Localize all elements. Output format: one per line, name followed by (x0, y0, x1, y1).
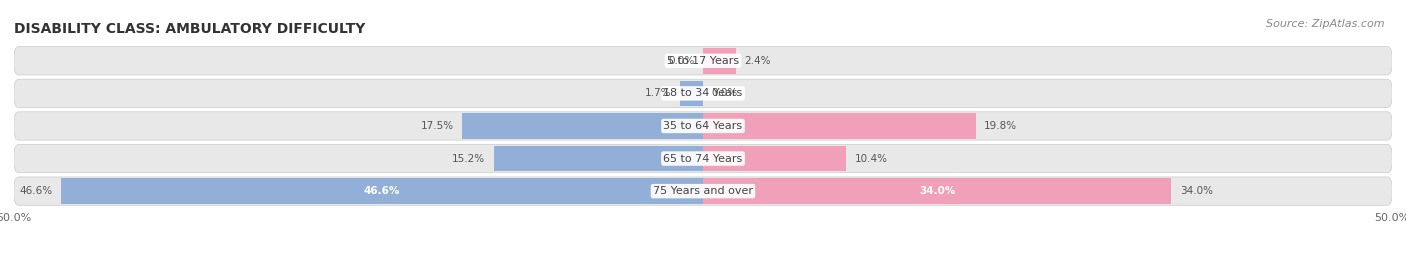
Text: 34.0%: 34.0% (920, 186, 956, 196)
Text: 0.0%: 0.0% (711, 88, 738, 98)
FancyBboxPatch shape (14, 47, 1392, 75)
Text: 5 to 17 Years: 5 to 17 Years (666, 56, 740, 66)
Text: 0.0%: 0.0% (668, 56, 695, 66)
Bar (679, 81, 703, 106)
Text: Source: ZipAtlas.com: Source: ZipAtlas.com (1267, 19, 1385, 29)
Text: 2.4%: 2.4% (744, 56, 770, 66)
Text: 19.8%: 19.8% (984, 121, 1017, 131)
Text: 46.6%: 46.6% (20, 186, 52, 196)
Text: 17.5%: 17.5% (420, 121, 454, 131)
Bar (703, 113, 976, 139)
Text: 75 Years and over: 75 Years and over (652, 186, 754, 196)
Bar (703, 48, 737, 73)
Bar (703, 146, 846, 171)
FancyBboxPatch shape (14, 144, 1392, 173)
Bar (494, 146, 703, 171)
Text: 18 to 34 Years: 18 to 34 Years (664, 88, 742, 98)
FancyBboxPatch shape (14, 79, 1392, 107)
FancyBboxPatch shape (14, 177, 1392, 205)
Text: 34.0%: 34.0% (1180, 186, 1213, 196)
Text: 46.6%: 46.6% (364, 186, 401, 196)
Text: 35 to 64 Years: 35 to 64 Years (664, 121, 742, 131)
Text: 10.4%: 10.4% (855, 154, 887, 163)
Bar (461, 113, 703, 139)
Text: DISABILITY CLASS: AMBULATORY DIFFICULTY: DISABILITY CLASS: AMBULATORY DIFFICULTY (14, 22, 366, 36)
Text: 65 to 74 Years: 65 to 74 Years (664, 154, 742, 163)
Bar (703, 178, 1171, 204)
FancyBboxPatch shape (14, 112, 1392, 140)
Bar (60, 178, 703, 204)
Text: 1.7%: 1.7% (645, 88, 671, 98)
Text: 15.2%: 15.2% (453, 154, 485, 163)
